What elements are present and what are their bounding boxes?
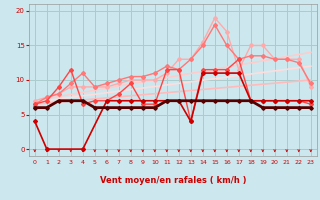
X-axis label: Vent moyen/en rafales ( km/h ): Vent moyen/en rafales ( km/h ) [100, 176, 246, 185]
